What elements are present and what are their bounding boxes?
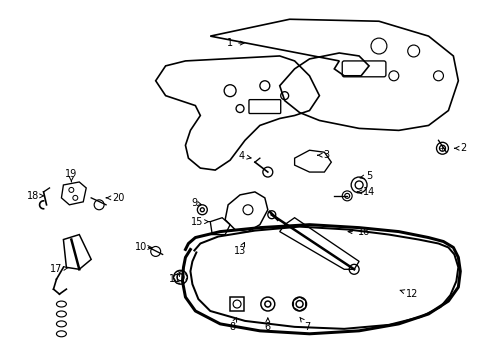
Text: 9: 9 [191, 198, 201, 208]
Text: 8: 8 [228, 318, 236, 332]
Text: 16: 16 [347, 226, 369, 237]
Text: 19: 19 [65, 169, 77, 182]
Text: 10: 10 [134, 243, 152, 252]
Text: 5: 5 [359, 171, 371, 181]
Text: 3: 3 [317, 150, 329, 160]
Text: 2: 2 [454, 143, 466, 153]
Text: 12: 12 [399, 289, 417, 299]
Text: 15: 15 [191, 217, 209, 227]
Text: 18: 18 [26, 191, 44, 201]
Text: 1: 1 [226, 38, 244, 48]
Text: 7: 7 [299, 317, 310, 332]
Text: 6: 6 [264, 318, 270, 332]
Text: 4: 4 [239, 151, 250, 161]
Text: 17: 17 [50, 264, 68, 274]
Text: 20: 20 [106, 193, 124, 203]
Text: 13: 13 [233, 243, 245, 256]
Text: 11: 11 [169, 271, 181, 284]
Text: 14: 14 [357, 187, 374, 197]
